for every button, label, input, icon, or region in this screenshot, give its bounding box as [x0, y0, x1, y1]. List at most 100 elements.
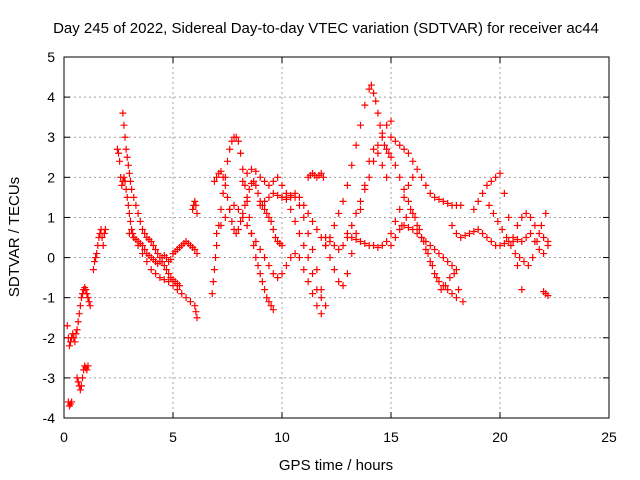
data-point: [136, 217, 144, 225]
data-point: [378, 161, 386, 169]
data-point: [531, 221, 539, 229]
data-point: [278, 270, 286, 278]
data-point: [147, 238, 155, 246]
data-point: [265, 213, 273, 221]
data-point: [400, 145, 408, 153]
data-point: [505, 213, 513, 221]
x-tick-label: 10: [274, 429, 290, 445]
data-point: [160, 262, 168, 270]
data-point: [387, 117, 395, 125]
data-point: [160, 276, 168, 284]
y-tick-label: 3: [47, 129, 55, 145]
data-point: [193, 314, 201, 322]
data-point: [317, 286, 325, 294]
data-point: [230, 201, 238, 209]
data-point: [130, 234, 138, 241]
series-arc12: [239, 165, 325, 302]
data-point: [343, 270, 351, 278]
series-arc20: [387, 133, 465, 209]
data-point: [125, 169, 133, 177]
data-point: [124, 201, 132, 209]
data-point: [65, 342, 73, 350]
data-point: [330, 221, 338, 229]
data-point: [527, 229, 535, 237]
data-point: [100, 229, 108, 237]
data-point: [79, 374, 87, 382]
data-point: [68, 398, 76, 406]
data-point: [356, 197, 364, 205]
data-point: [182, 294, 190, 302]
data-point: [219, 173, 227, 181]
data-point: [385, 149, 393, 157]
data-point: [300, 213, 308, 221]
data-point: [487, 177, 495, 185]
data-point: [291, 250, 299, 258]
data-point: [126, 217, 134, 225]
data-point: [84, 362, 92, 370]
series-arc14: [278, 189, 330, 310]
data-point: [221, 181, 229, 189]
data-point: [271, 234, 279, 241]
data-point: [173, 286, 181, 294]
data-point: [261, 286, 269, 294]
data-point: [128, 185, 136, 193]
data-point: [250, 177, 258, 185]
data-point: [282, 189, 290, 197]
data-point: [409, 157, 417, 165]
data-point: [261, 197, 269, 205]
data-point: [474, 225, 482, 233]
data-point: [365, 85, 373, 93]
data-point: [513, 262, 521, 270]
data-point: [383, 145, 391, 153]
data-point: [165, 278, 173, 286]
data-point: [132, 201, 140, 209]
data-point: [193, 209, 201, 217]
data-point: [367, 81, 375, 89]
data-point: [496, 169, 504, 177]
data-point: [527, 213, 535, 221]
data-point: [304, 229, 312, 237]
data-point: [265, 181, 273, 189]
x-tick-label: 20: [492, 429, 508, 445]
data-point: [518, 238, 526, 246]
data-point: [535, 229, 543, 237]
data-point: [209, 278, 217, 286]
series-arc7: [169, 238, 201, 258]
data-point: [123, 193, 131, 201]
data-point: [167, 256, 175, 264]
data-point: [402, 213, 410, 221]
data-point: [383, 121, 391, 129]
data-point: [361, 101, 369, 109]
x-tick-label: 25: [601, 429, 617, 445]
data-point: [426, 189, 434, 197]
series-arc22: [387, 221, 460, 274]
data-point: [125, 209, 133, 217]
data-point: [120, 121, 128, 129]
data-point: [533, 238, 541, 246]
tick-labels: 0 5 10 15 20 25 -4 -3 -2 -1 0 1 2 3 4 5: [43, 49, 617, 445]
data-point: [378, 242, 386, 250]
data-point: [383, 173, 391, 181]
data-point: [387, 133, 395, 141]
series-arc25: [485, 201, 550, 270]
data-point: [191, 246, 199, 254]
data-point: [415, 225, 423, 233]
data-point: [237, 217, 245, 225]
data-point: [247, 229, 255, 237]
data-point: [494, 217, 502, 225]
data-point: [213, 242, 221, 250]
data-point: [156, 254, 164, 262]
data-point: [256, 201, 264, 209]
data-point: [89, 266, 97, 274]
y-tick-label: 1: [47, 209, 55, 225]
data-point: [287, 191, 295, 199]
data-point: [374, 109, 382, 117]
data-point: [431, 193, 439, 201]
data-point: [152, 246, 160, 254]
data-point: [518, 286, 526, 294]
series-arc24: [470, 169, 526, 294]
data-point: [224, 193, 231, 201]
data-point: [252, 181, 260, 189]
data-point: [287, 205, 295, 213]
data-point: [485, 201, 493, 209]
